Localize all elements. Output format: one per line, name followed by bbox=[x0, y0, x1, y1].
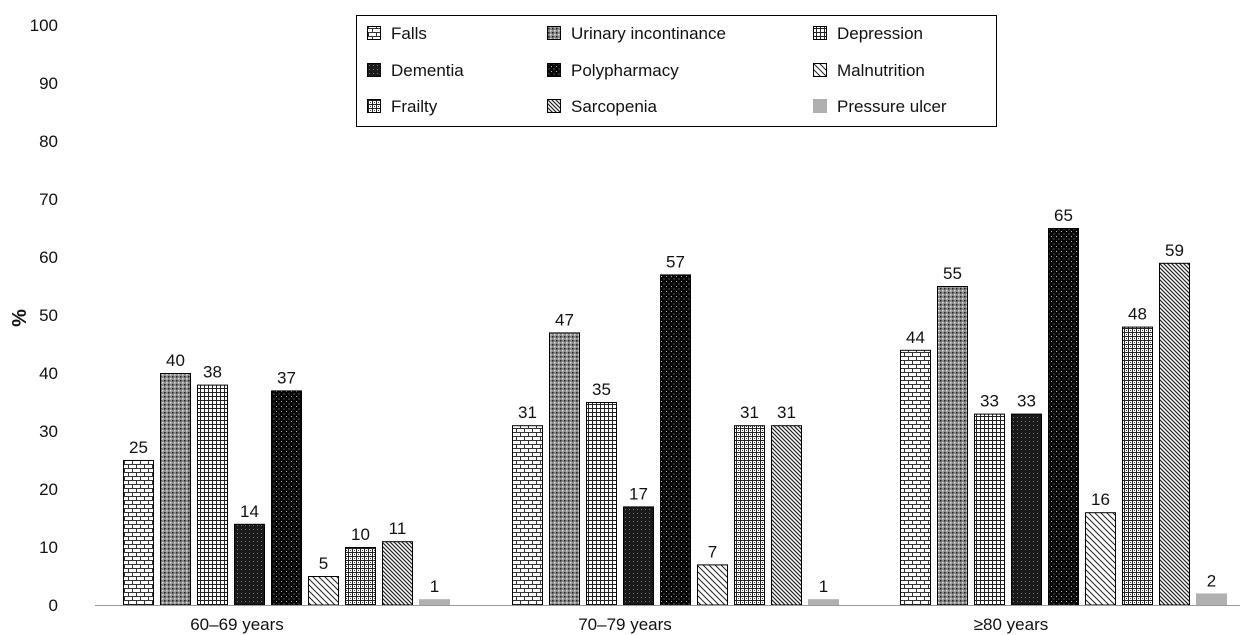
bar-malnutrition-2 bbox=[697, 564, 728, 606]
legend-swatch bbox=[813, 26, 827, 40]
data-label: 1 bbox=[819, 577, 828, 596]
legend-swatch bbox=[367, 26, 381, 40]
legend-label: Sarcopenia bbox=[571, 97, 658, 116]
y-tick-label: 10 bbox=[39, 538, 58, 557]
data-label: 57 bbox=[666, 252, 685, 271]
bar-polypharmacy-3 bbox=[1048, 228, 1079, 606]
data-label: 1 bbox=[430, 577, 439, 596]
data-label: 37 bbox=[277, 368, 296, 387]
data-label: 17 bbox=[629, 484, 648, 503]
bar-pressure-ulcer-1 bbox=[419, 599, 450, 606]
bar-polypharmacy-2 bbox=[660, 274, 691, 606]
legend-label: Pressure ulcer bbox=[837, 97, 947, 116]
bar-sarcopenia-2 bbox=[771, 425, 802, 606]
y-tick-label: 80 bbox=[39, 132, 58, 151]
bar-frailty-3 bbox=[1122, 326, 1153, 606]
bar-falls-2 bbox=[512, 425, 543, 606]
bar-urinary-incontinance-2 bbox=[549, 332, 580, 606]
data-label: 44 bbox=[906, 328, 925, 347]
data-label: 5 bbox=[319, 554, 328, 573]
bar-frailty-1 bbox=[345, 547, 376, 606]
legend-label: Falls bbox=[391, 24, 427, 43]
bar-depression-1 bbox=[197, 384, 228, 606]
legend-box bbox=[356, 15, 997, 127]
bar-malnutrition-3 bbox=[1085, 512, 1116, 606]
bar-polypharmacy-1 bbox=[271, 390, 302, 606]
category-labels: 60–69 years 70–79 years ≥80 years bbox=[190, 615, 1048, 634]
legend-swatch bbox=[367, 99, 381, 113]
data-label: 10 bbox=[351, 525, 370, 544]
data-label: 31 bbox=[518, 403, 537, 422]
legend-label: Frailty bbox=[391, 97, 438, 116]
y-tick-label: 40 bbox=[39, 364, 58, 383]
data-label: 7 bbox=[708, 542, 717, 561]
legend-swatch bbox=[367, 63, 381, 77]
data-label: 55 bbox=[943, 264, 962, 283]
bar-urinary-incontinance-3 bbox=[937, 286, 968, 606]
legend-swatch bbox=[547, 63, 561, 77]
y-tick-label: 90 bbox=[39, 74, 58, 93]
data-label: 31 bbox=[740, 403, 759, 422]
legend-label: Urinary incontinance bbox=[571, 24, 726, 43]
bar-frailty-2 bbox=[734, 425, 765, 606]
y-tick-label: 20 bbox=[39, 480, 58, 499]
category-label: ≥80 years bbox=[974, 615, 1049, 634]
y-tick-label: 60 bbox=[39, 248, 58, 267]
bar-urinary-incontinance-1 bbox=[160, 373, 191, 606]
data-label: 35 bbox=[592, 380, 611, 399]
data-label: 33 bbox=[980, 392, 999, 411]
category-label: 70–79 years bbox=[578, 615, 672, 634]
y-tick-label: 50 bbox=[39, 306, 58, 325]
legend-swatch bbox=[813, 99, 827, 113]
data-label: 38 bbox=[203, 363, 222, 382]
data-label: 40 bbox=[166, 351, 185, 370]
bar-sarcopenia-1 bbox=[382, 541, 413, 606]
bar-depression-2 bbox=[586, 402, 617, 606]
data-label: 48 bbox=[1128, 305, 1147, 324]
y-axis-label: % bbox=[9, 309, 31, 327]
legend-swatch bbox=[813, 63, 827, 77]
legend-swatch bbox=[547, 26, 561, 40]
bar-malnutrition-1 bbox=[308, 576, 339, 606]
legend-swatch bbox=[547, 99, 561, 113]
bar-dementia-2 bbox=[623, 506, 654, 606]
legend-label: Dementia bbox=[391, 61, 464, 80]
data-label: 33 bbox=[1017, 392, 1036, 411]
y-tick-label: 70 bbox=[39, 190, 58, 209]
data-label: 14 bbox=[240, 502, 259, 521]
legend-label: Depression bbox=[837, 24, 923, 43]
bar-sarcopenia-3 bbox=[1159, 262, 1190, 606]
bar-depression-3 bbox=[974, 413, 1005, 606]
bar-dementia-1 bbox=[234, 523, 265, 606]
y-axis-ticks: 0 10 20 30 40 50 60 70 80 90 100 bbox=[30, 16, 58, 615]
y-tick-label: 100 bbox=[30, 16, 58, 35]
category-label: 60–69 years bbox=[190, 615, 284, 634]
legend: Falls Urinary incontinance Depression Demen… bbox=[356, 15, 997, 127]
bars-group bbox=[123, 228, 1227, 606]
data-label: 59 bbox=[1165, 241, 1184, 260]
bar-falls-1 bbox=[123, 460, 154, 606]
data-label: 16 bbox=[1091, 490, 1110, 509]
bar-dementia-3 bbox=[1011, 413, 1042, 606]
data-label: 65 bbox=[1054, 206, 1073, 225]
data-label: 11 bbox=[389, 519, 407, 538]
data-label: 47 bbox=[555, 310, 574, 329]
y-tick-label: 0 bbox=[49, 596, 58, 615]
bar-falls-3 bbox=[900, 349, 931, 606]
data-label: 31 bbox=[777, 403, 796, 422]
data-label: 25 bbox=[129, 438, 148, 457]
bar-pressure-ulcer-3 bbox=[1196, 593, 1227, 606]
bar-pressure-ulcer-2 bbox=[808, 599, 839, 606]
legend-label: Malnutrition bbox=[837, 61, 925, 80]
y-tick-label: 30 bbox=[39, 422, 58, 441]
data-label: 2 bbox=[1207, 571, 1216, 590]
legend-label: Polypharmacy bbox=[571, 61, 679, 80]
